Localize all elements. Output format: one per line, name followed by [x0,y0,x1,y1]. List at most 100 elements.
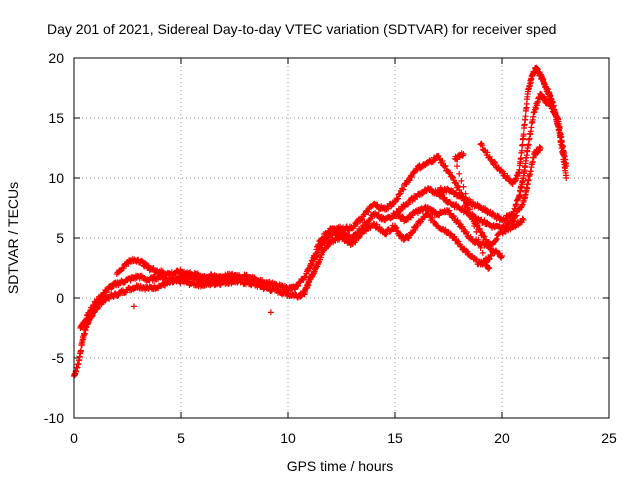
data-marker [313,246,320,253]
data-marker [450,187,457,194]
data-marker [476,225,483,232]
data-points [71,64,570,379]
data-marker [485,265,492,272]
data-marker [359,225,366,232]
data-marker [315,241,322,248]
data-marker [479,249,486,256]
data-marker [519,141,526,148]
data-marker [404,216,411,223]
data-marker [449,173,456,180]
data-marker [484,238,491,245]
data-marker [453,156,460,163]
data-marker [524,148,531,155]
data-marker [520,131,527,138]
data-marker [295,282,302,289]
y-axis-label: SDTVAR / TECUs [5,182,21,294]
data-marker [502,216,509,223]
data-marker [318,242,325,249]
data-marker [481,217,488,224]
data-marker [301,291,308,298]
data-marker [454,182,461,189]
data-marker [365,208,372,215]
data-marker [460,225,467,232]
x-tick-label: 10 [280,430,296,446]
data-marker [498,254,505,261]
chart-title: Day 201 of 2021, Sidereal Day-to-day VTE… [47,21,556,37]
data-marker [458,177,465,184]
data-marker [302,274,309,281]
data-marker [359,216,366,223]
data-marker [479,142,486,149]
data-marker [292,286,299,293]
x-tick-label: 5 [177,430,185,446]
x-tick-label: 0 [70,430,78,446]
data-marker [520,175,527,182]
data-marker [460,183,467,190]
data-marker [441,163,448,170]
data-marker [493,235,500,242]
data-marker [495,164,502,171]
data-marker [556,125,563,132]
data-marker [312,250,319,257]
data-marker [408,173,415,180]
data-marker [394,196,401,203]
data-marker [439,157,446,164]
data-marker [464,201,471,208]
y-tick-label: -10 [44,410,64,426]
data-marker [456,170,463,177]
data-marker [505,174,512,181]
x-tick-label: 15 [387,430,403,446]
data-marker [400,186,407,193]
data-marker [336,223,343,230]
data-marker [187,269,194,276]
data-marker [395,195,402,202]
data-marker [442,162,449,169]
data-marker [497,253,504,260]
y-tick-labels: -10 -5 0 5 10 15 20 [44,50,64,426]
data-marker [251,274,258,281]
data-marker [150,264,157,271]
data-marker [526,135,533,142]
data-marker [513,212,520,219]
data-marker [259,277,266,284]
data-marker [446,207,453,214]
data-marker [562,160,569,167]
y-tick-label: -5 [52,350,65,366]
data-marker [436,155,443,162]
y-tick-label: 15 [48,110,64,126]
plot-frame [73,57,610,419]
data-marker [383,230,390,237]
data-marker [519,201,526,208]
data-marker [352,239,359,246]
data-marker [471,223,478,230]
x-tick-label: 25 [601,430,617,446]
data-marker [532,105,539,112]
data-marker [366,217,373,224]
data-marker [486,255,493,262]
data-marker [406,177,413,184]
data-marker [473,256,480,263]
data-marker [452,153,459,160]
data-marker [414,222,421,229]
data-marker [451,233,458,240]
data-marker [463,229,470,236]
data-marker [252,277,259,284]
data-marker [524,93,531,100]
data-marker [496,250,503,257]
data-marker [139,258,146,265]
data-marker [469,216,476,223]
data-marker [321,234,328,241]
y-tick-label: 20 [48,50,64,66]
data-marker [492,160,499,167]
data-marker [455,238,462,245]
data-marker [367,215,374,222]
data-marker [484,149,491,156]
data-marker [120,265,127,272]
data-point [302,273,309,280]
data-marker [421,214,428,221]
x-tick-label: 20 [494,430,510,446]
data-marker [524,181,531,188]
data-marker [517,155,524,162]
data-marker [501,170,508,177]
data-marker [519,215,526,222]
